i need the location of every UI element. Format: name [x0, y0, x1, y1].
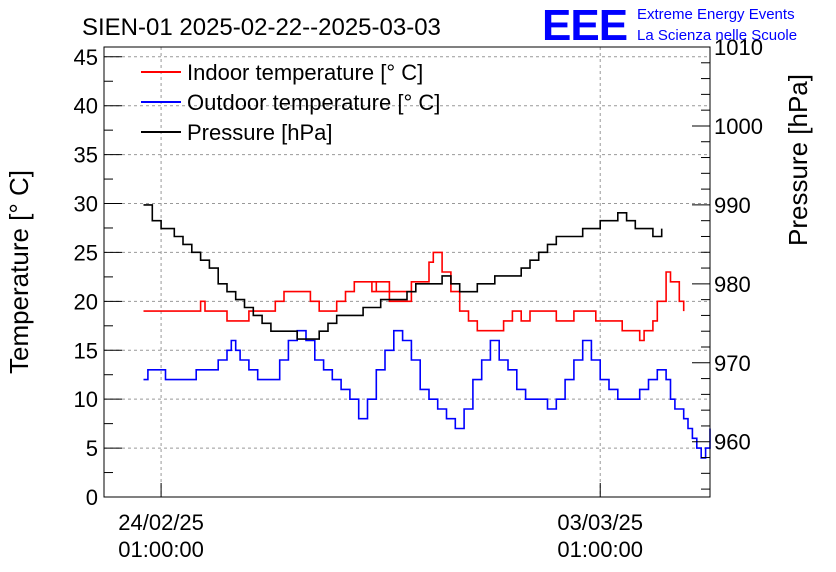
x-tick-label-date: 24/02/25 — [118, 510, 204, 535]
series-layer — [143, 204, 711, 459]
plot-frame — [103, 46, 711, 498]
legend-label-outdoor: Outdoor temperature [° C] — [187, 90, 440, 115]
x-tick-label-date: 03/03/25 — [557, 510, 643, 535]
y2-tick-label: 980 — [714, 272, 751, 297]
y-tick-label: 20 — [74, 289, 98, 314]
series-line-pressure — [143, 204, 663, 340]
chart-title: SIEN-01 2025-02-22--2025-03-03 — [82, 14, 441, 41]
legend-label-pressure: Pressure [hPa] — [187, 120, 333, 145]
logo-line-1: Extreme Energy Events — [637, 6, 795, 23]
y-tick-label: 35 — [74, 143, 98, 168]
x-tick-label-time: 01:00:00 — [557, 537, 643, 562]
series-line-indoor-temperature — [143, 251, 685, 342]
y2-axis-label: Pressure [hPa] — [783, 74, 813, 246]
series-line-outdoor-temperature — [143, 329, 711, 459]
y2-tick-label: 960 — [714, 430, 751, 455]
right-axis: 960 970 980 990 1000 1010 — [692, 35, 763, 490]
y-axis-label: Temperature [° C] — [4, 170, 34, 374]
logo-line-2: La Scienza nelle Scuole — [637, 27, 797, 44]
y2-tick-label: 990 — [714, 193, 751, 218]
y-tick-label: 10 — [74, 387, 98, 412]
legend-label-indoor: Indoor temperature [° C] — [187, 60, 423, 85]
y2-tick-label: 1000 — [714, 114, 763, 139]
left-axis: 0 5 10 15 20 25 30 35 40 45 — [74, 45, 122, 510]
y-tick-label: 0 — [86, 485, 98, 510]
y-tick-label: 30 — [74, 192, 98, 217]
y-tick-label: 40 — [74, 94, 98, 119]
y-tick-label: 15 — [74, 338, 98, 363]
y-tick-label: 5 — [86, 436, 98, 461]
y-tick-label: 25 — [74, 240, 98, 265]
y2-tick-label: 1010 — [714, 35, 763, 60]
y-tick-label: 45 — [74, 45, 98, 70]
x-tick-label-time: 01:00:00 — [118, 537, 204, 562]
y2-tick-label: 970 — [714, 351, 751, 376]
logo-mark: EEE — [542, 1, 627, 50]
legend: Indoor temperature [° C] Outdoor tempera… — [141, 60, 440, 145]
eee-logo: EEE Extreme Energy Events La Scienza nel… — [542, 1, 797, 50]
